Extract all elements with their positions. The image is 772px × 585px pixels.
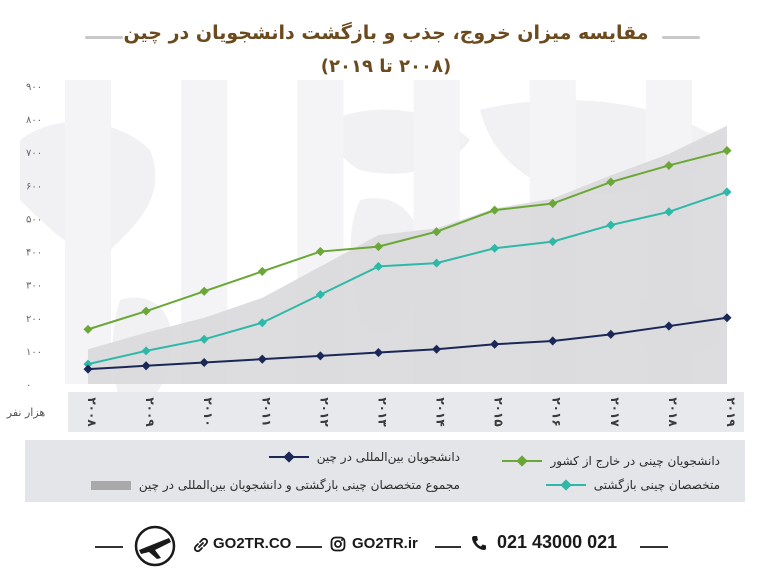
- legend-item-teal: متخصصان چینی بازگشتی: [545, 478, 720, 492]
- legend-item-area: مجموع متخصصان چینی بازگشتی و دانشجویان ب…: [90, 478, 460, 492]
- data-point: [722, 313, 732, 323]
- series-line-0: [87, 149, 728, 331]
- legend-item-green: دانشجویان چینی در خارج از کشور: [502, 454, 720, 468]
- chart-subtitle: (۲۰۰۸ تا ۲۰۱۹): [320, 56, 452, 77]
- legend-swatch-green: [502, 455, 543, 467]
- data-point: [490, 243, 500, 253]
- data-point: [257, 266, 267, 276]
- y-tick-label: ۶۰۰: [26, 181, 42, 192]
- x-tick-label: ۲۰۱۰: [201, 397, 215, 426]
- legend-label-navy: دانشجویان بین‌المللی در چین: [316, 450, 460, 464]
- x-tick-label: ۲۰۱۴: [434, 397, 448, 426]
- legend-item-navy: دانشجویان بین‌المللی در چین: [268, 450, 460, 464]
- x-tick-label: ۲۰۰۸: [85, 397, 99, 427]
- x-tick-label: ۲۰۱۷: [608, 397, 622, 427]
- data-point: [490, 205, 500, 215]
- title-deco-left: [85, 36, 123, 39]
- data-point: [141, 361, 151, 371]
- legend-swatch-teal: [545, 479, 586, 491]
- legend-swatch-navy: [268, 451, 309, 463]
- legend-label-teal: متخصصان چینی بازگشتی: [593, 478, 720, 492]
- plane-logo-icon: [134, 525, 176, 567]
- legend-label-green: دانشجویان چینی در خارج از کشور: [550, 454, 720, 468]
- y-tick-label: ۷۰۰: [26, 148, 42, 159]
- footer-sep-1: [296, 546, 322, 548]
- x-tick-label: ۲۰۰۹: [143, 397, 157, 427]
- x-tick-label: ۲۰۱۸: [666, 397, 680, 427]
- legend-swatch-area: [90, 480, 131, 490]
- title-deco-right: [662, 36, 700, 39]
- phone-icon: [472, 536, 486, 550]
- footer-phone[interactable]: 021 43000 021: [497, 532, 618, 552]
- y-tick-label: ۴۰۰: [26, 248, 42, 259]
- footer-instagram[interactable]: GO2TR.ir: [352, 535, 418, 552]
- data-point: [432, 227, 442, 237]
- x-tick-label: ۲۰۱۶: [550, 397, 564, 426]
- x-tick-label: ۲۰۱۹: [724, 397, 738, 427]
- y-tick-label: ۰: [26, 380, 31, 391]
- legend: دانشجویان چینی در خارج از کشور متخصصان چ…: [25, 440, 745, 502]
- footer-sep-2: [435, 546, 461, 548]
- instagram-icon: [330, 536, 346, 552]
- x-tick-label: ۲۰۱۵: [492, 397, 506, 426]
- y-tick-label: ۳۰۰: [26, 281, 42, 292]
- legend-label-area: مجموع متخصصان چینی بازگشتی و دانشجویان ب…: [138, 478, 460, 492]
- data-point: [141, 346, 151, 356]
- y-tick-label: ۲۰۰: [26, 314, 42, 325]
- chart-title: مقایسه میزان خروج، جذب و بازگشت دانشجویا…: [123, 22, 649, 44]
- link-icon: [193, 537, 209, 553]
- x-tick-label: ۲۰۱۲: [317, 397, 331, 427]
- data-point: [664, 321, 674, 331]
- x-tick-label: ۲۰۱۳: [375, 397, 389, 427]
- x-tick-label: ۲۰۱۱: [259, 397, 273, 426]
- footer: GO2TR.CO GO2TR.ir 021 43000 021: [0, 520, 772, 570]
- series-line-2: [87, 316, 728, 371]
- data-point: [199, 357, 209, 368]
- x-axis-band: [68, 392, 744, 432]
- x-axis-label: هزار نفر: [6, 406, 46, 419]
- area-series-total: [88, 125, 727, 384]
- y-tick-label: ۸۰۰: [26, 115, 42, 126]
- footer-deco-right: [640, 546, 668, 548]
- data-point: [141, 306, 151, 316]
- y-tick-label: ۱۰۰: [26, 347, 42, 358]
- column-band: [64, 80, 112, 384]
- y-tick-label: ۵۰۰: [26, 214, 42, 225]
- footer-deco-left: [95, 546, 123, 548]
- y-tick-label: ۹۰۰: [26, 82, 42, 93]
- series-line-1: [87, 191, 728, 366]
- footer-site[interactable]: GO2TR.CO: [213, 535, 292, 552]
